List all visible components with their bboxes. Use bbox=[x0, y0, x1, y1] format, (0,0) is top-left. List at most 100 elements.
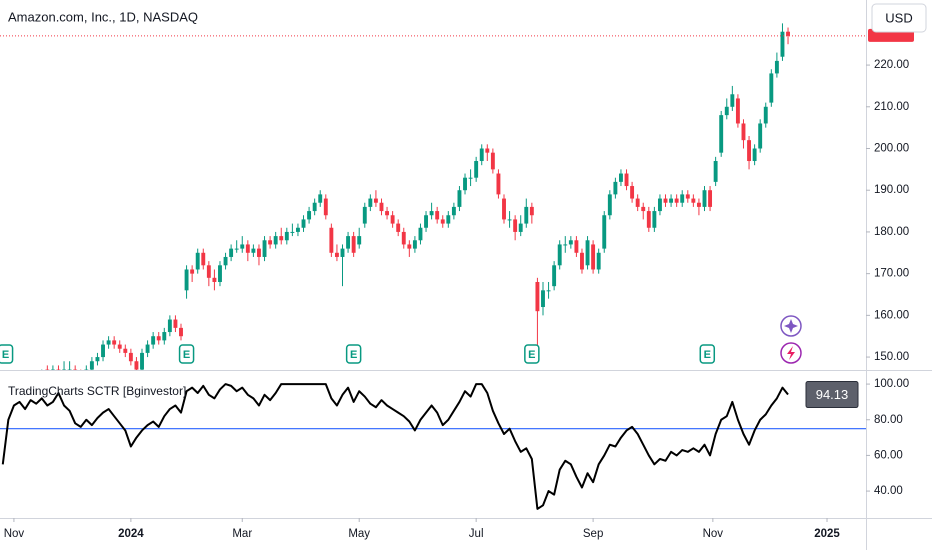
currency-label: USD bbox=[885, 10, 912, 25]
candle-body bbox=[541, 290, 545, 308]
candle-body bbox=[268, 240, 273, 245]
candle-body bbox=[123, 348, 128, 353]
candle-body bbox=[279, 236, 284, 241]
candle-body bbox=[591, 244, 596, 270]
candle-body bbox=[351, 236, 356, 253]
candle-body bbox=[529, 206, 534, 216]
y-tick-label: 160.00 bbox=[874, 309, 909, 321]
candle-body bbox=[385, 211, 390, 216]
candle-body bbox=[774, 60, 779, 74]
candle-body bbox=[195, 252, 200, 270]
indicator-line bbox=[1, 383, 789, 510]
candle-body bbox=[101, 344, 105, 358]
candle-body bbox=[669, 198, 674, 203]
x-tick-label: Nov bbox=[703, 528, 724, 540]
earnings-label: E bbox=[2, 349, 9, 361]
candle-body bbox=[229, 248, 234, 257]
candle-body bbox=[134, 361, 139, 370]
candle-body bbox=[457, 190, 462, 207]
candle-body bbox=[752, 148, 757, 162]
candle-body bbox=[307, 211, 312, 220]
candle-body bbox=[763, 106, 768, 124]
candle-body bbox=[563, 244, 568, 246]
candle-body bbox=[212, 277, 217, 282]
candle-body bbox=[568, 240, 573, 245]
candle-body bbox=[45, 369, 50, 370]
indicator-value-label: 94.13 bbox=[816, 387, 849, 402]
candle-body bbox=[401, 231, 406, 245]
candle-body bbox=[373, 198, 378, 203]
candle-body bbox=[446, 215, 451, 224]
y-tick-label: 180.00 bbox=[874, 226, 909, 238]
candle-body bbox=[758, 123, 763, 149]
candle-body bbox=[786, 31, 790, 36]
earnings-label: E bbox=[528, 349, 535, 361]
indicator-pane bbox=[0, 383, 866, 510]
candle-body bbox=[607, 194, 612, 216]
candle-body bbox=[702, 190, 707, 207]
candle-body bbox=[730, 94, 735, 107]
candle-body bbox=[334, 252, 339, 257]
candle-body bbox=[741, 123, 746, 141]
indicator-y-tick-label: 80.00 bbox=[874, 414, 903, 426]
candle-body bbox=[346, 236, 351, 249]
candle-body bbox=[496, 173, 501, 195]
earnings-marker bbox=[345, 344, 362, 364]
candle-body bbox=[680, 194, 685, 203]
chart-title: Amazon.com, Inc., 1D, NASDAQ bbox=[8, 9, 198, 24]
candle-body bbox=[167, 319, 172, 333]
candle-body bbox=[151, 336, 156, 345]
candle-body bbox=[156, 336, 161, 341]
candle-body bbox=[295, 227, 300, 232]
candle-body bbox=[724, 106, 729, 116]
candle-body bbox=[206, 265, 211, 278]
candle-body bbox=[73, 369, 78, 370]
y-tick-label: 190.00 bbox=[874, 184, 909, 196]
candle-body bbox=[67, 369, 72, 370]
candle-body bbox=[429, 211, 434, 216]
candle-body bbox=[128, 352, 133, 362]
candle-body bbox=[179, 327, 183, 337]
candle-body bbox=[273, 236, 278, 245]
x-tick-label: Jul bbox=[469, 528, 484, 540]
candle-body bbox=[440, 219, 445, 224]
x-tick-label: Mar bbox=[232, 528, 252, 540]
candle-body bbox=[596, 252, 601, 270]
currency-button[interactable] bbox=[871, 3, 927, 33]
candle-body bbox=[112, 340, 117, 345]
candle-body bbox=[435, 211, 440, 220]
candle-body bbox=[323, 198, 328, 216]
candle-body bbox=[630, 186, 635, 199]
candle-body bbox=[329, 227, 334, 253]
candle-body bbox=[412, 240, 417, 249]
candle-body bbox=[580, 252, 584, 270]
x-tick-label: May bbox=[348, 528, 370, 540]
candle-body bbox=[574, 240, 579, 253]
candle-body bbox=[340, 248, 345, 257]
indicator-name: TradingCharts SCTR [Bginvestor] bbox=[8, 384, 186, 398]
y-tick-label: 220.00 bbox=[874, 59, 909, 71]
assistant-icon[interactable] bbox=[780, 315, 802, 337]
candle-body bbox=[201, 252, 206, 266]
candle-body bbox=[301, 219, 306, 228]
candle-body bbox=[234, 248, 239, 250]
indicator-y-tick-label: 100.00 bbox=[874, 378, 909, 390]
candle-body bbox=[284, 231, 289, 241]
candle-body bbox=[50, 369, 55, 370]
alert-icon[interactable] bbox=[780, 342, 802, 364]
earnings-marker bbox=[0, 344, 14, 364]
candle-body bbox=[474, 161, 479, 178]
candle-body bbox=[646, 211, 651, 228]
candle-body bbox=[635, 198, 640, 207]
y-tick-label: 200.00 bbox=[874, 143, 909, 155]
earnings-label: E bbox=[350, 349, 357, 361]
x-tick-label: 2024 bbox=[118, 528, 144, 540]
candle-body bbox=[552, 265, 557, 287]
candle-body bbox=[685, 194, 690, 199]
candle-body bbox=[312, 202, 317, 212]
candle-body bbox=[535, 281, 540, 312]
candle-body bbox=[513, 219, 518, 232]
